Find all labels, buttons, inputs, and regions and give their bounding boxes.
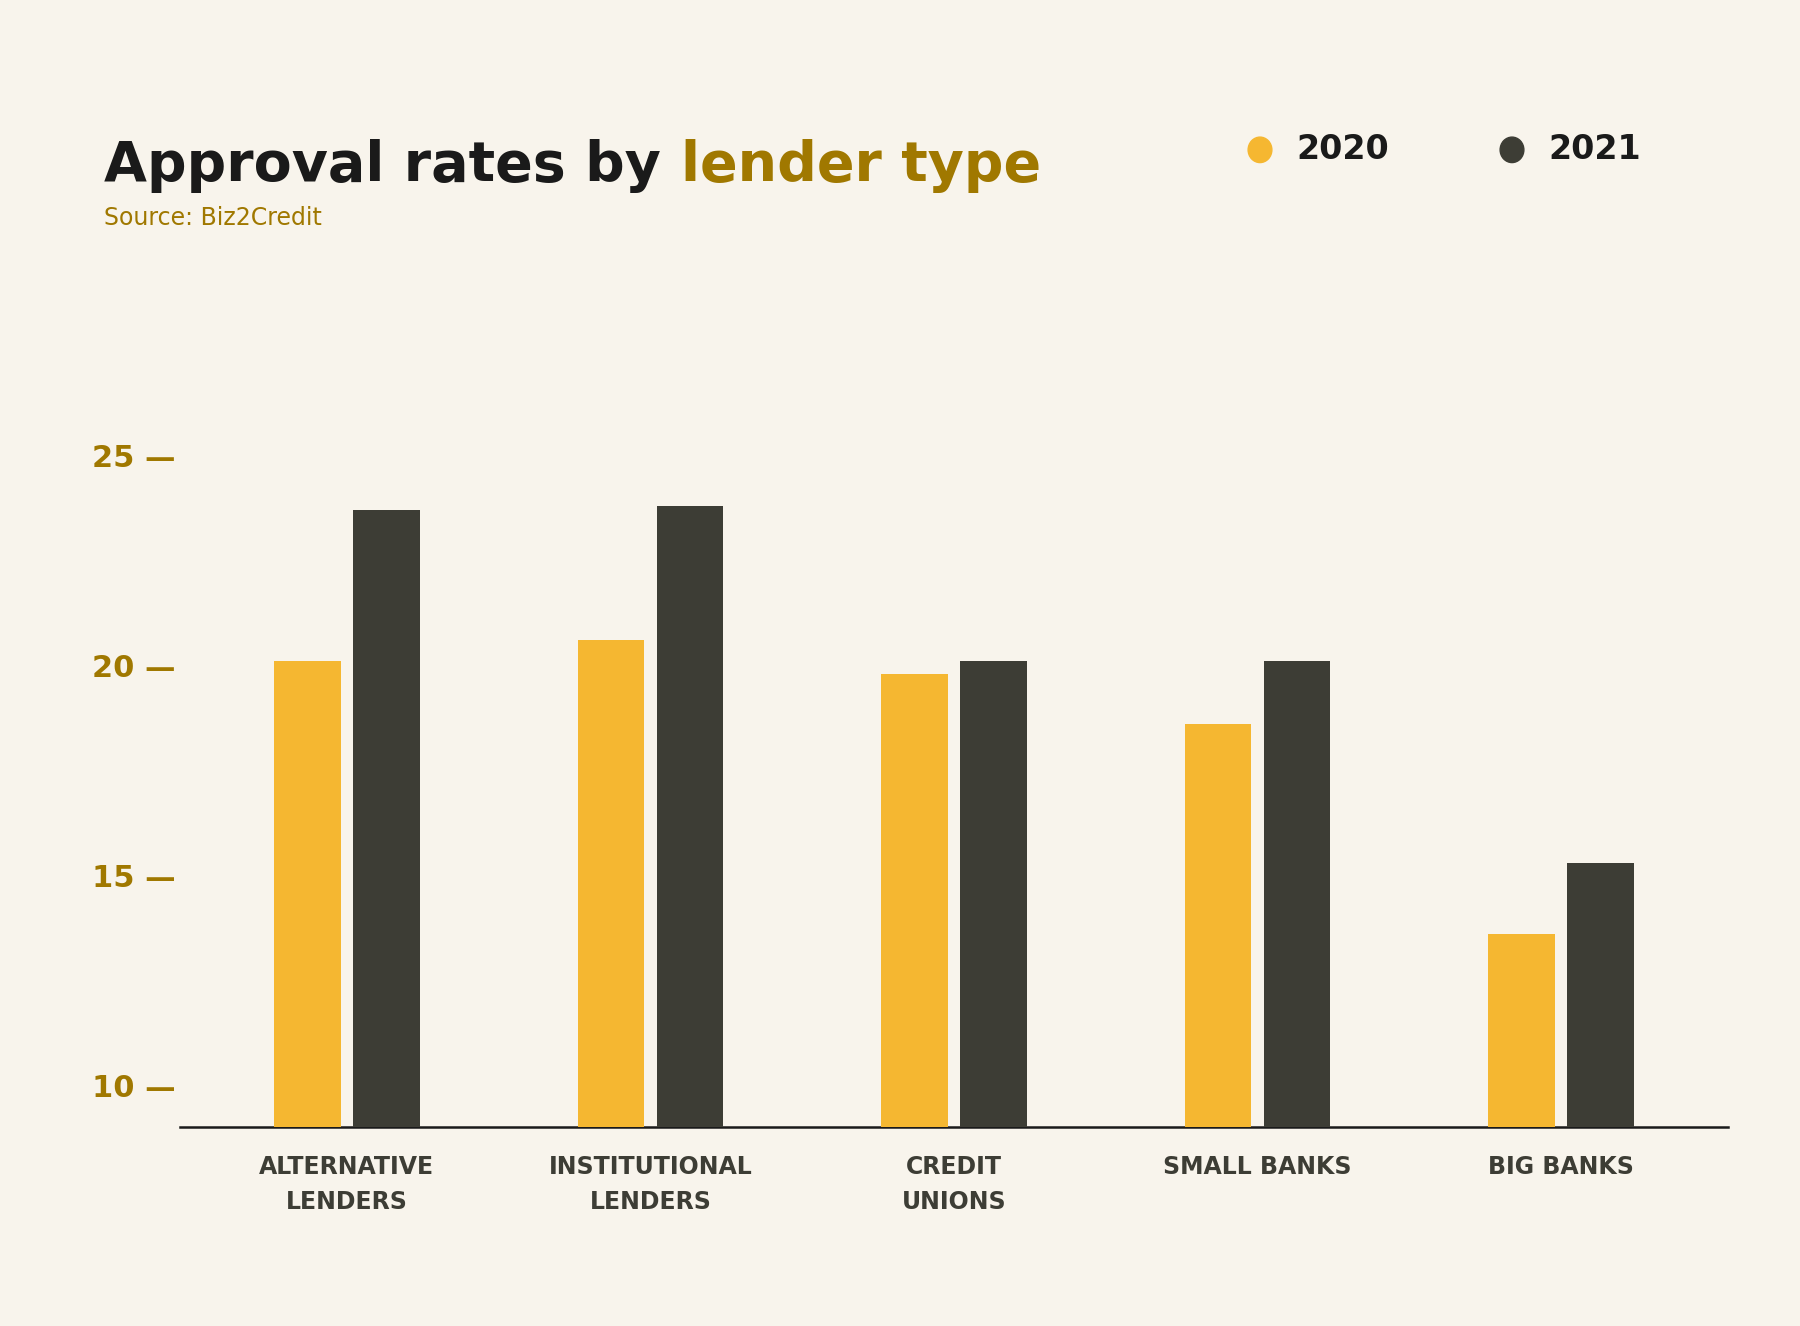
Bar xyxy=(882,674,949,1326)
Bar xyxy=(1568,862,1634,1326)
Text: Source: Biz2Credit: Source: Biz2Credit xyxy=(104,206,322,229)
Bar xyxy=(1264,660,1330,1326)
Bar xyxy=(1184,724,1251,1326)
Text: 2020: 2020 xyxy=(1296,134,1390,166)
Text: 2021: 2021 xyxy=(1548,134,1640,166)
Bar xyxy=(1489,934,1555,1326)
Text: lender type: lender type xyxy=(680,139,1040,194)
Bar xyxy=(274,660,340,1326)
Bar xyxy=(578,640,644,1326)
Bar xyxy=(657,505,724,1326)
Bar xyxy=(959,660,1026,1326)
Text: Approval rates by: Approval rates by xyxy=(104,139,680,194)
Bar xyxy=(353,509,419,1326)
